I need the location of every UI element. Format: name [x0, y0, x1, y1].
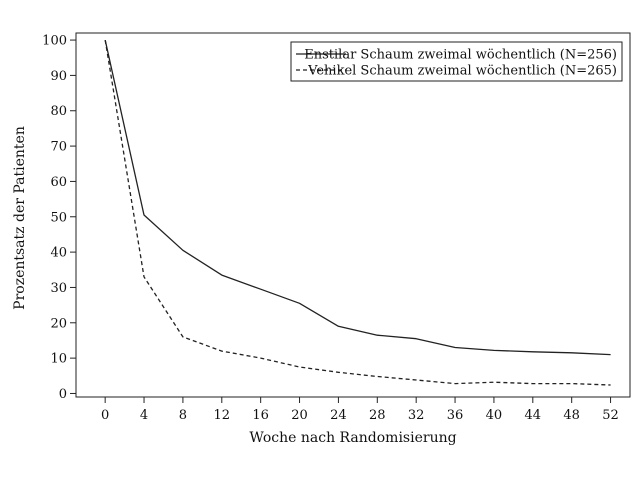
legend-box — [290, 41, 623, 82]
legend: Enstilar Schaum zweimal wöchentlich (N=2… — [290, 41, 623, 82]
series-line-2 — [104, 39, 611, 386]
y-tick-label: 90 — [50, 69, 67, 84]
x-tick-label: 40 — [486, 408, 503, 423]
y-tick-label: 0 — [59, 387, 67, 402]
y-tick-label: 20 — [50, 316, 67, 331]
legend-label-1: Enstilar Schaum zweimal wöchentlich (N=2… — [304, 48, 617, 63]
series-line-1 — [104, 39, 611, 356]
x-tick-label: 12 — [214, 408, 231, 423]
y-tick-label: 60 — [50, 175, 67, 190]
y-axis-ticks: 0 10 20 30 40 50 60 70 80 90 100 — [42, 34, 76, 402]
y-tick-label: 40 — [50, 246, 67, 261]
x-tick-label: 8 — [179, 408, 187, 423]
legend-label-2: Vehikel Schaum zweimal wöchentlich (N=26… — [307, 64, 617, 79]
x-tick-label: 20 — [291, 408, 308, 423]
x-tick-label: 36 — [447, 408, 464, 423]
y-tick-label: 10 — [50, 352, 67, 367]
y-tick-label: 80 — [50, 104, 67, 119]
x-tick-label: 28 — [369, 408, 386, 423]
x-tick-label: 32 — [408, 408, 425, 423]
y-tick-label: 30 — [50, 281, 67, 296]
y-tick-label: 70 — [50, 140, 67, 155]
y-tick-label: 100 — [42, 34, 67, 49]
y-tick-label: 50 — [50, 210, 67, 225]
x-tick-label: 4 — [140, 408, 148, 423]
x-tick-label: 16 — [252, 408, 269, 423]
y-axis-title: Prozentsatz der Patienten — [12, 126, 28, 310]
x-tick-label: 0 — [101, 408, 109, 423]
x-tick-label: 52 — [602, 408, 619, 423]
x-tick-label: 24 — [330, 408, 347, 423]
x-tick-label: 44 — [525, 408, 542, 423]
x-axis-title: Woche nach Randomisierung — [249, 430, 456, 446]
plot-area — [75, 32, 631, 398]
x-axis-ticks: 0 4 8 12 16 20 24 28 32 36 40 44 48 52 — [101, 397, 619, 423]
x-tick-label: 48 — [563, 408, 580, 423]
plot-frame — [75, 32, 631, 398]
series-layer — [104, 39, 611, 386]
